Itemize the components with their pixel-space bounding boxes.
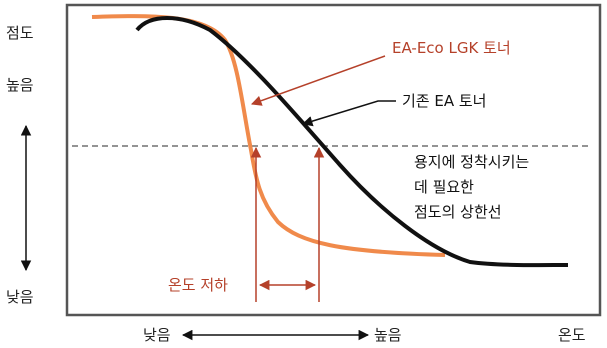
new-toner-callout-arrow (251, 55, 386, 106)
temperature-drop-label: 온도 저하 (168, 276, 228, 294)
x-axis-title: 온도 (558, 326, 586, 344)
threshold-label-line-3: 점도의 상한선 (414, 203, 502, 221)
new-toner-label: EA-Eco LGK 토너 (392, 39, 511, 57)
threshold-label-line-1: 용지에 정착시키는 (414, 153, 529, 171)
threshold-label-line-2: 데 필요한 (414, 178, 474, 196)
y-axis-title: 점도 (6, 24, 34, 42)
old-toner-label: 기존 EA 토너 (402, 92, 486, 110)
y-axis-low-label: 낮음 (6, 288, 34, 306)
y-axis-high-label: 높음 (6, 76, 34, 94)
old-toner-curve (135, 16, 569, 268)
plot-frame (65, 3, 602, 317)
old-toner-callout-arrow (301, 100, 396, 127)
x-axis-high-label: 높음 (374, 326, 402, 344)
x-axis-low-label: 낮음 (143, 326, 171, 344)
